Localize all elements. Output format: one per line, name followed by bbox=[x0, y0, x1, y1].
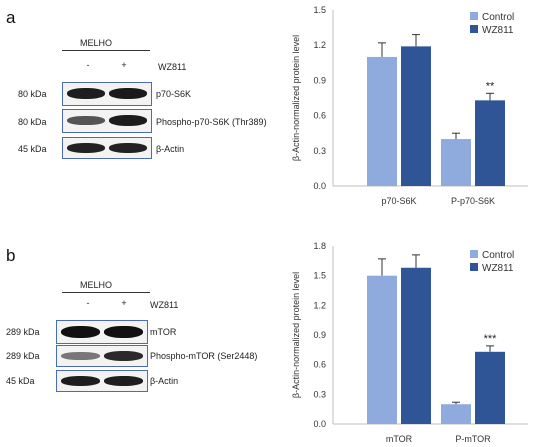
blot-image-beta-actin-a bbox=[62, 137, 152, 159]
y-tick-label: 0.9 bbox=[313, 330, 326, 340]
y-axis-label: β-Actin-normalized protein level bbox=[291, 272, 301, 398]
legend-label: WZ811 bbox=[482, 263, 514, 274]
cell-line-label-a: MELHO bbox=[80, 38, 113, 48]
blot-kda-b-1: 289 kDa bbox=[6, 351, 40, 361]
legend-swatch bbox=[470, 263, 478, 271]
cell-line-underline-b bbox=[62, 292, 150, 293]
blot-image-beta-actin-b bbox=[56, 370, 148, 392]
legend-swatch bbox=[470, 12, 478, 20]
x-tick-label: p70-S6K bbox=[381, 196, 416, 206]
panel-label-b: b bbox=[6, 246, 16, 265]
lane-treated-mark-b: + bbox=[121, 298, 127, 308]
cell-line-underline-a bbox=[62, 50, 150, 51]
blot-image-p70-s6k bbox=[62, 82, 152, 106]
panel-label-a: a bbox=[6, 8, 16, 27]
y-tick-label: 0.0 bbox=[313, 181, 326, 191]
y-tick-label: 1.5 bbox=[313, 5, 326, 15]
y-tick-label: 0.9 bbox=[313, 75, 326, 85]
bar bbox=[401, 46, 431, 186]
blot-name-beta-actin-b: β-Actin bbox=[150, 376, 179, 386]
cell-line-label-b: MELHO bbox=[80, 280, 113, 290]
blot-name-mtor: mTOR bbox=[150, 327, 177, 337]
legend-label: WZ811 bbox=[482, 25, 514, 36]
lane-treated-mark-a: + bbox=[121, 60, 127, 70]
bar bbox=[367, 275, 397, 424]
bar bbox=[441, 404, 471, 424]
y-axis-label: β-Actin-normalized protein level bbox=[291, 35, 301, 161]
y-tick-label: 1.2 bbox=[313, 300, 326, 310]
legend-swatch bbox=[470, 25, 478, 33]
x-tick-label: P-mTOR bbox=[455, 434, 491, 444]
blot-name-phospho-p70-s6k: Phospho-p70-S6K (Thr389) bbox=[156, 117, 267, 127]
x-tick-label: P-p70-S6K bbox=[451, 196, 495, 206]
blot-kda-a-1: 80 kDa bbox=[18, 117, 47, 127]
lane-control-mark-b: - bbox=[86, 298, 90, 308]
blot-name-p70-s6k: p70-S6K bbox=[156, 89, 192, 99]
y-tick-label: 0.6 bbox=[313, 360, 326, 370]
lane-control-mark-a: - bbox=[86, 60, 90, 70]
blot-kda-a-0: 80 kDa bbox=[18, 89, 47, 99]
blot-kda-b-2: 45 kDa bbox=[6, 376, 35, 386]
blot-image-phospho-mtor bbox=[56, 345, 148, 367]
x-tick-label: mTOR bbox=[386, 434, 413, 444]
legend-swatch bbox=[470, 250, 478, 258]
y-tick-label: 1.5 bbox=[313, 271, 326, 281]
y-tick-label: 0.3 bbox=[313, 146, 326, 156]
y-tick-label: 1.2 bbox=[313, 40, 326, 50]
y-tick-label: 0.3 bbox=[313, 389, 326, 399]
bar bbox=[475, 351, 505, 424]
y-tick-label: 0.0 bbox=[313, 419, 326, 429]
legend-label: Control bbox=[482, 12, 514, 23]
blot-name-phospho-mtor: Phospho-mTOR (Ser2448) bbox=[150, 351, 258, 361]
y-tick-label: 0.6 bbox=[313, 111, 326, 121]
bar bbox=[441, 139, 471, 186]
treatment-label-b: WZ811 bbox=[150, 300, 179, 310]
legend-label: Control bbox=[482, 250, 514, 261]
bar bbox=[475, 100, 505, 186]
significance-label: ** bbox=[486, 80, 495, 92]
blot-image-mtor bbox=[56, 320, 148, 344]
y-tick-label: 1.8 bbox=[313, 241, 326, 251]
blot-name-beta-actin-a: β-Actin bbox=[156, 144, 185, 154]
blot-kda-a-2: 45 kDa bbox=[18, 144, 47, 154]
bar bbox=[367, 56, 397, 186]
bar bbox=[401, 267, 431, 424]
significance-label: *** bbox=[484, 333, 498, 345]
blot-kda-b-0: 289 kDa bbox=[6, 327, 40, 337]
treatment-label-a: WZ811 bbox=[158, 62, 187, 72]
blot-image-phospho-p70-s6k bbox=[62, 109, 152, 133]
